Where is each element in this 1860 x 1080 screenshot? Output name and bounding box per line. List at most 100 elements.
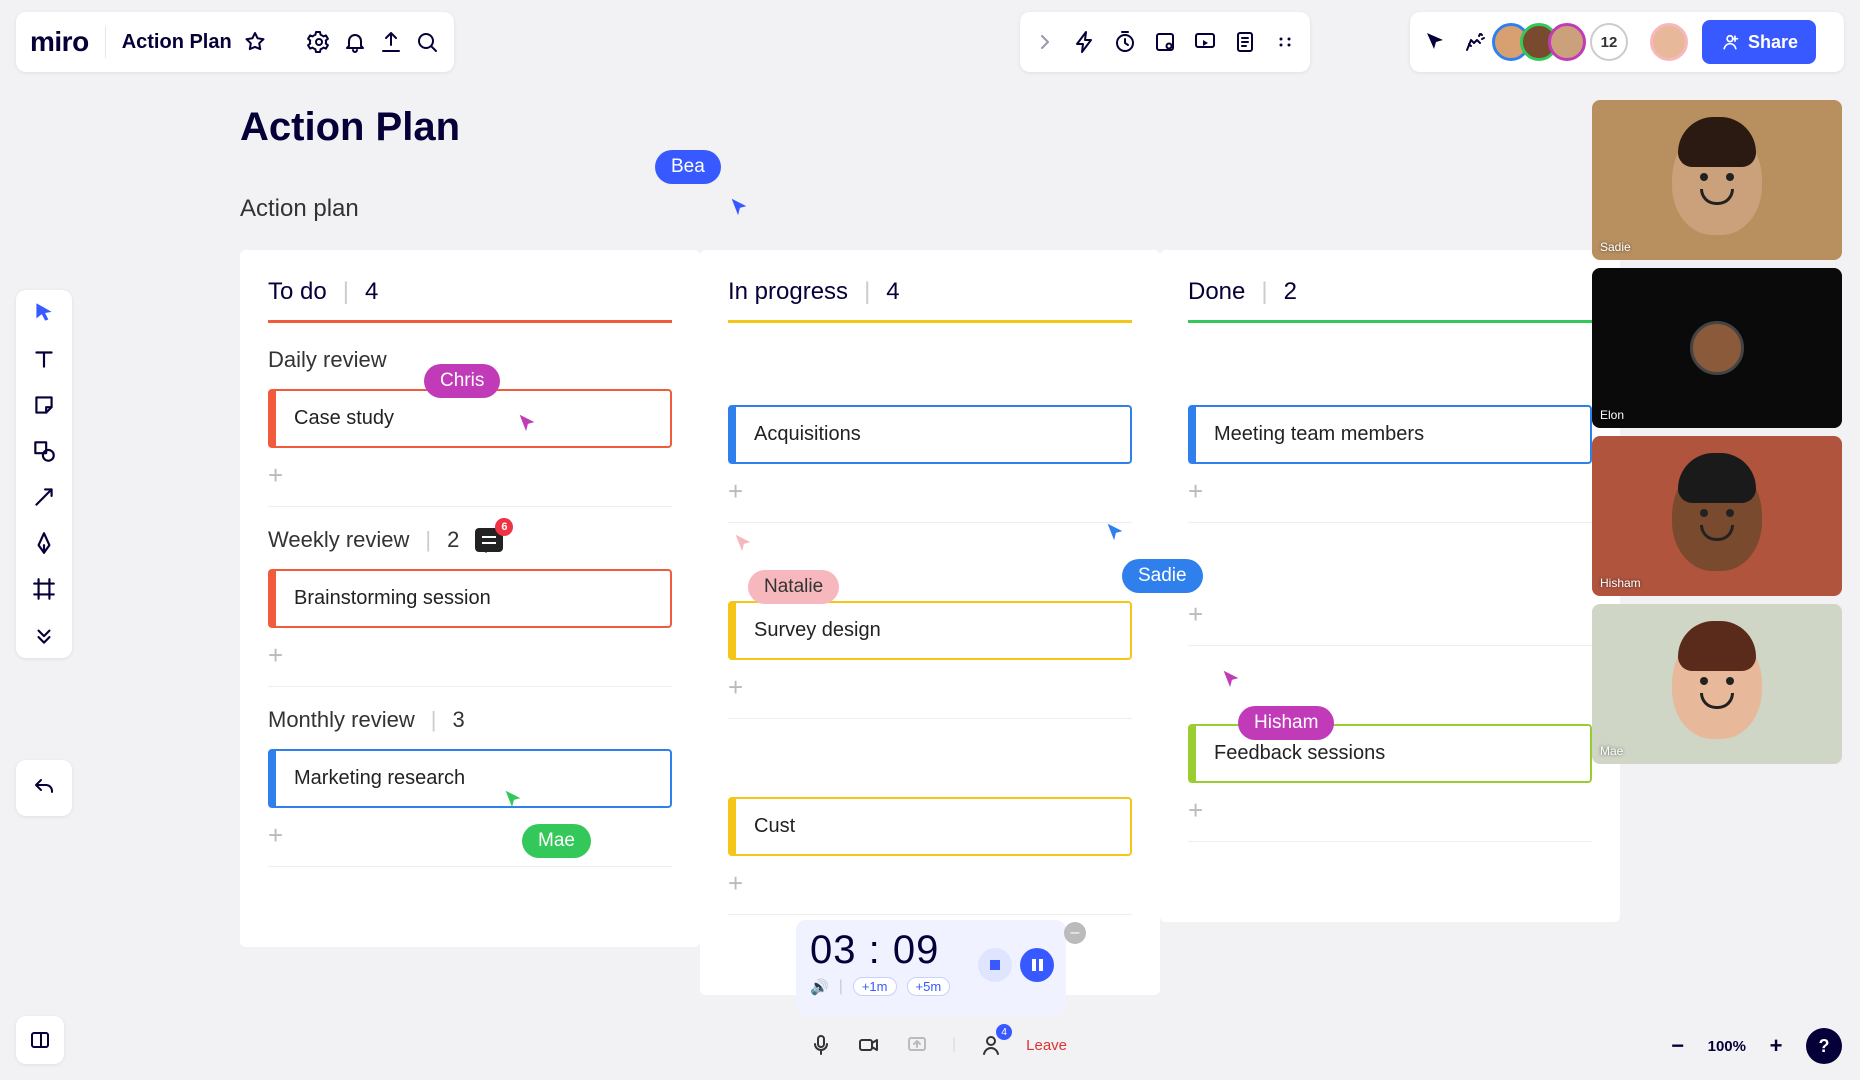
screenshare-icon[interactable] [904, 1032, 930, 1058]
kanban-card[interactable]: Marketing research [268, 749, 672, 808]
collaborator-cursor-label: Sadie [1122, 559, 1203, 593]
kanban-column: In progress|4Acquisitions+Survey design+… [700, 250, 1160, 995]
present-icon[interactable] [1192, 29, 1218, 55]
zoom-out-button[interactable]: − [1664, 1032, 1692, 1060]
more-apps-icon[interactable] [1272, 29, 1298, 55]
video-grid: SadieElonHishamMae [1592, 100, 1842, 764]
kanban-card[interactable]: Meeting team members [1188, 405, 1592, 464]
video-tile[interactable]: Elon [1592, 268, 1842, 428]
video-tile[interactable]: Hisham [1592, 436, 1842, 596]
add-card-button[interactable]: + [268, 642, 292, 668]
collaborator-cursor-icon [1104, 521, 1126, 548]
collaborator-cursor-label: Natalie [748, 570, 839, 604]
section-title: Weekly review [268, 527, 409, 553]
kanban-card[interactable]: Cust [728, 797, 1132, 856]
chevron-right-icon[interactable] [1032, 29, 1058, 55]
shape-tool-icon[interactable] [31, 438, 57, 464]
help-button[interactable]: ? [1806, 1028, 1842, 1064]
topbar-collab: 12 Share [1410, 12, 1844, 72]
add-card-button[interactable]: + [728, 478, 752, 504]
divider [105, 26, 106, 58]
voting-icon[interactable] [1152, 29, 1178, 55]
column-title: Done [1188, 278, 1245, 306]
add-card-button[interactable]: + [728, 870, 752, 896]
notes-icon[interactable] [1232, 29, 1258, 55]
video-tile[interactable]: Mae [1592, 604, 1842, 764]
lightning-icon[interactable] [1072, 29, 1098, 55]
timer-minimize-button[interactable]: – [1064, 922, 1086, 944]
timer-icon[interactable] [1112, 29, 1138, 55]
sound-icon[interactable]: 🔊 [810, 978, 829, 996]
more-tools-icon[interactable] [31, 622, 57, 648]
collaborator-cursor-label: Chris [424, 364, 500, 398]
page-title: Action Plan [240, 105, 460, 150]
miro-logo[interactable]: miro [30, 26, 89, 58]
collaborator-avatars[interactable] [1502, 23, 1586, 61]
zoom-level[interactable]: 100% [1708, 1038, 1746, 1055]
column-count: 4 [886, 278, 899, 306]
collaborator-cursor-label: Bea [655, 150, 721, 184]
mic-icon[interactable] [808, 1032, 834, 1058]
collaborator-cursor-icon [502, 788, 524, 815]
timer-add-1m[interactable]: +1m [853, 977, 897, 996]
topbar-apps [1020, 12, 1310, 72]
panel-icon [27, 1027, 53, 1053]
board-name[interactable]: Action Plan [122, 31, 232, 54]
participant-count: 4 [996, 1024, 1012, 1040]
left-toolbar [16, 290, 72, 658]
self-avatar[interactable] [1650, 23, 1688, 61]
panel-toggle-button[interactable] [16, 1016, 64, 1064]
upload-icon[interactable] [378, 29, 404, 55]
video-tile[interactable]: Sadie [1592, 100, 1842, 260]
frame-tool-icon[interactable] [31, 576, 57, 602]
star-icon[interactable] [242, 29, 268, 55]
leave-button[interactable]: Leave [1026, 1037, 1067, 1054]
comment-icon[interactable]: 6 [475, 528, 503, 552]
participants-icon[interactable]: 4 [978, 1032, 1004, 1058]
add-card-button[interactable]: + [1188, 478, 1212, 504]
timer-add-5m[interactable]: +5m [907, 977, 951, 996]
collaborator-cursor-label: Hisham [1238, 706, 1334, 740]
search-icon[interactable] [414, 29, 440, 55]
timer-pause-button[interactable] [1020, 948, 1054, 982]
add-card-button[interactable]: + [268, 462, 292, 488]
undo-button[interactable] [16, 760, 72, 816]
column-title: In progress [728, 278, 848, 306]
add-card-button[interactable]: + [1188, 601, 1212, 627]
collaborator-cursor-icon [1220, 668, 1242, 695]
kanban-card[interactable]: Survey design [728, 601, 1132, 660]
share-label: Share [1748, 32, 1798, 53]
column-count: 2 [1284, 278, 1297, 306]
timer-widget[interactable]: 03 : 09 🔊 | +1m +5m [796, 920, 1066, 1015]
zoom-in-button[interactable]: + [1762, 1032, 1790, 1060]
section-title: Monthly review [268, 707, 415, 733]
collaborator-cursor-icon [516, 412, 538, 439]
kanban-column: To do|4Daily reviewCase study+Weekly rev… [240, 250, 700, 947]
pen-tool-icon[interactable] [31, 530, 57, 556]
kanban-card[interactable]: Acquisitions [728, 405, 1132, 464]
share-button[interactable]: Share [1702, 20, 1816, 64]
collaborator-cursor-icon [732, 532, 754, 559]
add-card-button[interactable]: + [1188, 797, 1212, 823]
page-subtitle: Action plan [240, 195, 359, 223]
add-card-button[interactable]: + [268, 822, 292, 848]
kanban-card[interactable]: Brainstorming session [268, 569, 672, 628]
undo-icon [31, 775, 57, 801]
bell-icon[interactable] [342, 29, 368, 55]
text-tool-icon[interactable] [31, 346, 57, 372]
cursor-follow-icon[interactable] [1422, 29, 1448, 55]
section-count: 2 [447, 527, 459, 553]
reactions-icon[interactable] [1462, 29, 1488, 55]
sticky-tool-icon[interactable] [31, 392, 57, 418]
call-controls: | 4 Leave [808, 1032, 1067, 1058]
select-tool-icon[interactable] [31, 300, 57, 326]
add-card-button[interactable]: + [728, 674, 752, 700]
camera-icon[interactable] [856, 1032, 882, 1058]
collaborator-avatar[interactable] [1548, 23, 1586, 61]
arrow-tool-icon[interactable] [31, 484, 57, 510]
column-count: 4 [365, 278, 378, 306]
avatar-overflow-count[interactable]: 12 [1590, 23, 1628, 61]
timer-stop-button[interactable] [978, 948, 1012, 982]
collaborator-cursor-label: Mae [522, 824, 591, 858]
settings-icon[interactable] [306, 29, 332, 55]
